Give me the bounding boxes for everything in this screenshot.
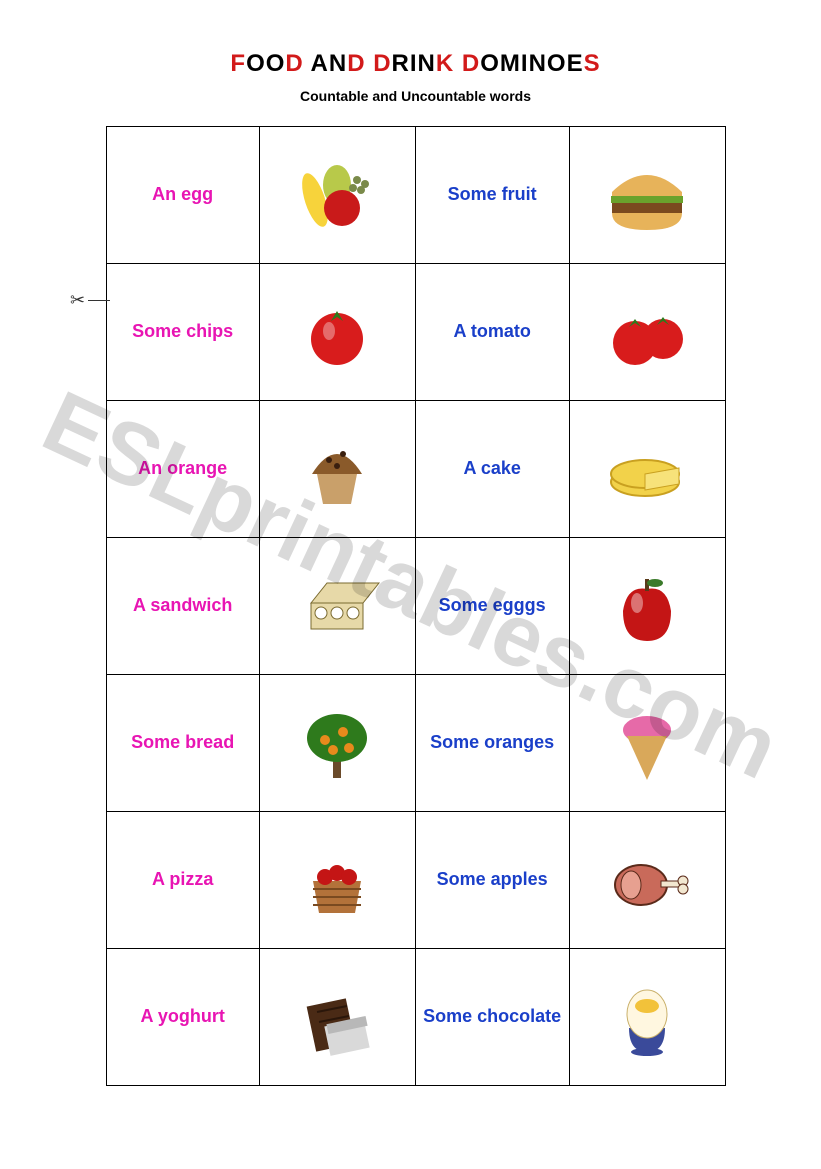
worksheet-subtitle: Countable and Uncountable words (100, 88, 731, 104)
burger-icon (597, 150, 697, 240)
apple-basket-icon (287, 835, 387, 925)
worksheet-title: FOOD AND DRINK DOMINOES (100, 50, 731, 78)
image-cell (569, 401, 725, 538)
scissors-icon: ✂ (70, 290, 85, 311)
domino-label: A sandwich (111, 595, 255, 617)
image-cell (569, 949, 725, 1086)
apple-icon (597, 561, 697, 651)
label-cell: A tomato (415, 264, 569, 401)
image-cell (259, 538, 415, 675)
grid-row: Some chips A tomato (106, 264, 725, 401)
image-cell (259, 264, 415, 401)
image-cell (259, 949, 415, 1086)
domino-label: An egg (111, 184, 255, 206)
dominoes-grid: An egg Some fruit Some chips A tomato An ora… (106, 126, 726, 1086)
image-cell (569, 264, 725, 401)
domino-label: Some fruit (420, 184, 565, 206)
orange-tree-icon (287, 698, 387, 788)
image-cell (569, 675, 725, 812)
cut-line (88, 300, 110, 301)
domino-label: Some egggs (420, 595, 565, 617)
label-cell: An egg (106, 127, 259, 264)
tomatoes-icon (597, 287, 697, 377)
image-cell (259, 675, 415, 812)
label-cell: Some egggs (415, 538, 569, 675)
label-cell: A yoghurt (106, 949, 259, 1086)
ham-icon (597, 835, 697, 925)
fruit-mix-icon (287, 150, 387, 240)
image-cell (259, 127, 415, 264)
label-cell: A pizza (106, 812, 259, 949)
domino-label: An orange (111, 458, 255, 480)
image-cell (259, 812, 415, 949)
chocolate-icon (287, 972, 387, 1062)
domino-label: Some oranges (420, 732, 565, 754)
image-cell (259, 401, 415, 538)
domino-label: A cake (420, 458, 565, 480)
domino-label: A tomato (420, 321, 565, 343)
label-cell: Some bread (106, 675, 259, 812)
grid-row: An orange A cake (106, 401, 725, 538)
domino-label: Some bread (111, 732, 255, 754)
image-cell (569, 812, 725, 949)
label-cell: Some oranges (415, 675, 569, 812)
label-cell: An orange (106, 401, 259, 538)
label-cell: Some fruit (415, 127, 569, 264)
image-cell (569, 538, 725, 675)
domino-label: Some chocolate (420, 1006, 565, 1028)
domino-label: Some chips (111, 321, 255, 343)
grid-row: An egg Some fruit (106, 127, 725, 264)
label-cell: Some apples (415, 812, 569, 949)
domino-label: A yoghurt (111, 1006, 255, 1028)
grid-row: Some bread Some oranges (106, 675, 725, 812)
label-cell: Some chocolate (415, 949, 569, 1086)
tomato-icon (287, 287, 387, 377)
domino-label: A pizza (111, 869, 255, 891)
grid-row: A yoghurt Some chocolate (106, 949, 725, 1086)
ice-cream-icon (597, 698, 697, 788)
label-cell: A cake (415, 401, 569, 538)
label-cell: A sandwich (106, 538, 259, 675)
image-cell (569, 127, 725, 264)
boiled-egg-icon (597, 972, 697, 1062)
muffin-icon (287, 424, 387, 514)
grid-row: A pizza Some apples (106, 812, 725, 949)
label-cell: Some chips (106, 264, 259, 401)
egg-carton-icon (287, 561, 387, 651)
cheese-icon (597, 424, 697, 514)
domino-label: Some apples (420, 869, 565, 891)
grid-row: A sandwich Some egggs (106, 538, 725, 675)
